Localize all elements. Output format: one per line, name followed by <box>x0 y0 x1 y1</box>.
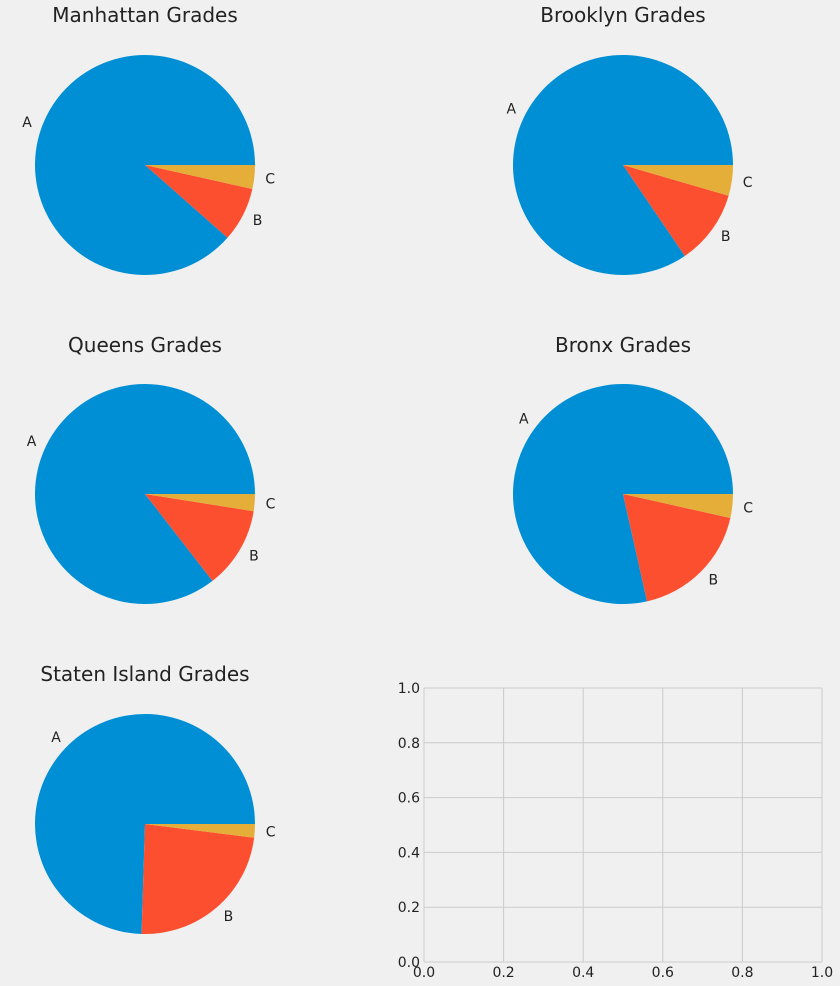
empty-axes: 0.0 0.2 0.4 0.6 0.8 1.0 0.0 0.2 0.4 0.6 0.8 1.0 <box>398 681 833 981</box>
y-tick-label: 1.0 <box>398 681 420 697</box>
x-tick-label: 0.0 <box>413 965 435 981</box>
pie-slice-c <box>145 165 255 189</box>
pie-label-c: C <box>265 171 275 187</box>
pie-title: Bronx Grades <box>555 333 691 357</box>
pie-label-b: B <box>721 229 731 245</box>
y-tick-label: 0.8 <box>398 736 420 752</box>
pie-slice-c <box>145 494 255 512</box>
pie-label-b: B <box>709 573 719 589</box>
pie-chart-staten-island: Staten Island Grades A B C <box>34 662 276 935</box>
pie-label-a: A <box>519 411 529 427</box>
pie-title: Brooklyn Grades <box>540 3 705 27</box>
y-tick-label: 0.2 <box>398 900 420 916</box>
y-tick-label: 0.0 <box>398 955 420 971</box>
pie-chart-queens: Queens Grades A B C <box>27 333 276 605</box>
pie-slice-c <box>145 824 255 838</box>
pie-chart-brooklyn: Brooklyn Grades A B C <box>506 3 753 276</box>
pie-label-a: A <box>22 115 32 131</box>
pie-slice-b <box>623 165 729 256</box>
pie-label-b: B <box>249 549 259 565</box>
x-tick-label: 1.0 <box>811 965 833 981</box>
pie-label-c: C <box>266 825 276 841</box>
pie-slice-b <box>145 494 254 581</box>
pie-slice-a <box>513 384 733 605</box>
pie-slice-b <box>145 165 253 238</box>
y-tick-label: 0.6 <box>398 791 420 807</box>
x-tick-label: 0.2 <box>492 965 514 981</box>
pie-label-a: A <box>51 730 61 746</box>
x-tick-label: 0.4 <box>572 965 594 981</box>
x-tick-label: 0.8 <box>731 965 753 981</box>
pie-title: Staten Island Grades <box>40 662 249 686</box>
x-tick-label: 0.6 <box>652 965 674 981</box>
pie-label-c: C <box>743 500 753 516</box>
pie-slice-b <box>623 494 731 602</box>
pie-title: Manhattan Grades <box>52 3 238 27</box>
pie-title: Queens Grades <box>68 333 222 357</box>
pie-label-a: A <box>27 434 37 450</box>
pie-chart-manhattan: Manhattan Grades A B C <box>22 3 275 275</box>
pie-slice-a <box>35 54 255 275</box>
y-tick-label: 0.4 <box>398 845 420 861</box>
pie-label-b: B <box>224 909 234 925</box>
pie-label-c: C <box>743 175 753 191</box>
pie-chart-bronx: Bronx Grades A B C <box>513 333 753 605</box>
pie-slice-a <box>34 384 255 605</box>
pie-slice-b <box>141 824 255 935</box>
pie-label-c: C <box>266 496 276 512</box>
pie-label-a: A <box>506 101 516 117</box>
pie-label-b: B <box>253 213 263 229</box>
pie-slice-c <box>623 494 733 518</box>
pie-slice-a <box>34 714 255 934</box>
pie-slice-a <box>513 55 733 276</box>
pie-slice-c <box>623 165 733 196</box>
